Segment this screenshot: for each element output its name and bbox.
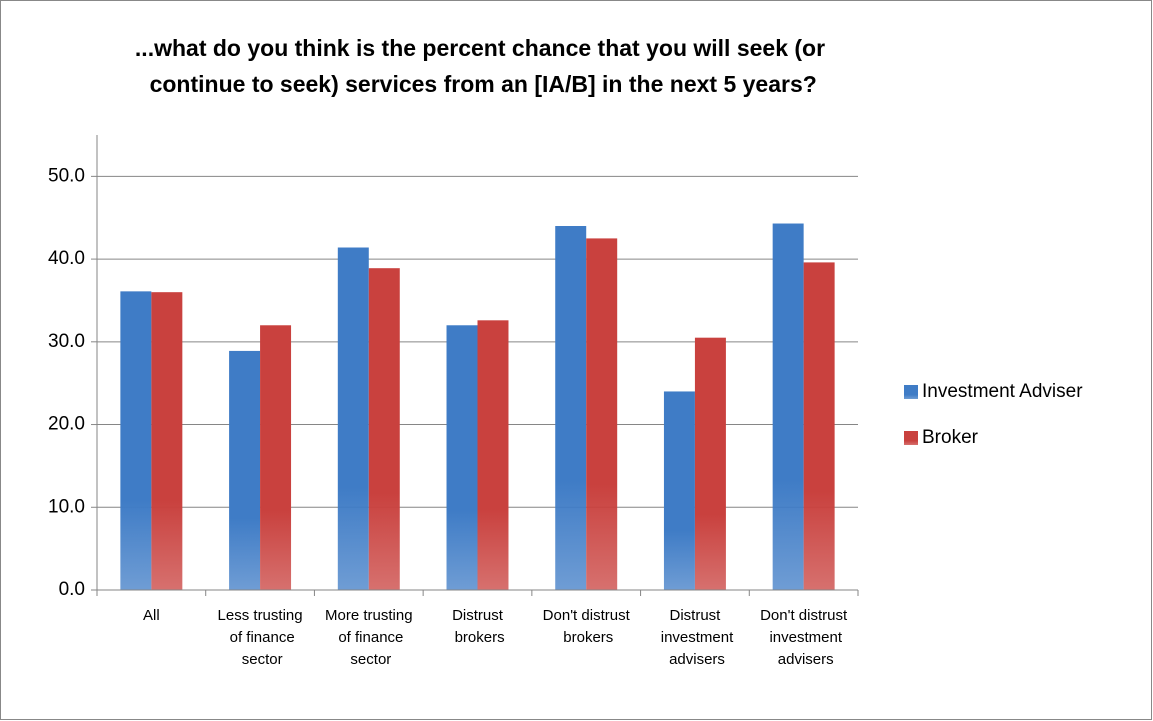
y-tick-label: 30.0 xyxy=(48,331,85,352)
bar xyxy=(229,350,261,590)
x-tick-label: All xyxy=(143,607,160,624)
text-line: advisers xyxy=(665,651,725,668)
x-tick-label: Distrust brokers xyxy=(450,607,504,646)
bar xyxy=(803,262,835,590)
legend-label: Investment Adviser xyxy=(922,381,1083,402)
legend-swatch xyxy=(904,431,918,445)
y-tick-label: 40.0 xyxy=(48,248,85,269)
bar xyxy=(694,337,726,590)
text-line: Don't distrust xyxy=(760,607,848,624)
text-line: Distrust xyxy=(670,607,722,624)
text-line: sector xyxy=(346,651,391,668)
x-tick-label: Distrust investment advisers xyxy=(657,607,735,668)
y-tick-label: 50.0 xyxy=(48,165,85,186)
bar xyxy=(368,268,400,590)
legend-swatch xyxy=(904,385,918,399)
y-tick-label: 20.0 xyxy=(48,414,85,435)
bar xyxy=(151,292,183,590)
text-line: Less trusting xyxy=(218,607,303,624)
text-line: brokers xyxy=(559,629,613,646)
x-tick-label: Don't distrust brokers xyxy=(543,607,631,646)
y-tick-label: 0.0 xyxy=(59,579,85,600)
text-line: sector xyxy=(238,651,283,668)
bar xyxy=(337,247,369,590)
chart-title: ...what do you think is the percent chan… xyxy=(135,35,825,97)
text-line: Don't distrust xyxy=(543,607,631,624)
bar xyxy=(555,226,587,590)
text-line: Distrust xyxy=(452,607,504,624)
bar xyxy=(663,391,695,590)
text-line: of finance xyxy=(334,629,403,646)
bar xyxy=(446,325,478,590)
bar xyxy=(120,291,152,590)
bar xyxy=(772,223,804,590)
bar xyxy=(586,238,618,590)
bar xyxy=(260,325,292,590)
text-line: investment xyxy=(657,629,735,646)
x-tick-label: Don't distrust investment advisers xyxy=(760,607,848,668)
text-line: continue to seek) services from an [IA/B… xyxy=(143,71,817,97)
x-tick-label: Less trusting of finance sector xyxy=(218,607,303,668)
text-line: investment xyxy=(765,629,843,646)
text-line: ...what do you think is the percent chan… xyxy=(135,35,825,61)
text-line: of finance xyxy=(225,629,294,646)
x-tick-label: More trusting of finance sector xyxy=(325,607,413,668)
text-line: advisers xyxy=(774,651,834,668)
bar xyxy=(477,320,509,590)
text-line: More trusting xyxy=(325,607,413,624)
y-tick-label: 10.0 xyxy=(48,496,85,517)
legend-label: Broker xyxy=(922,427,979,448)
text-line: brokers xyxy=(450,629,504,646)
text-line: All xyxy=(143,607,160,624)
